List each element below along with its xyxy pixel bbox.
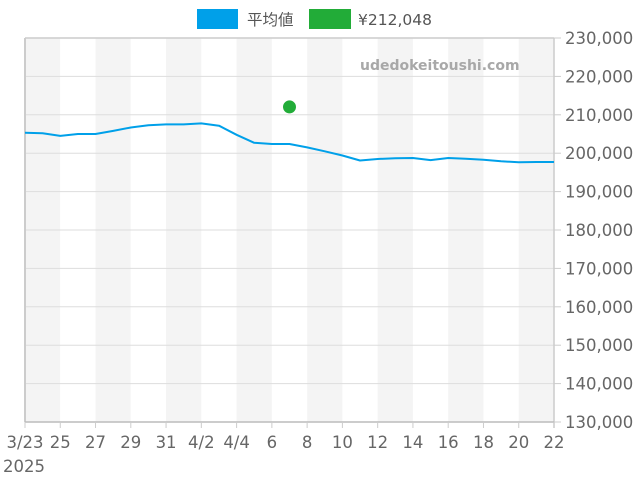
y-tick-label: 230,000 xyxy=(565,29,633,48)
series-layer xyxy=(24,100,554,164)
x-tick-label: 4/4 xyxy=(223,433,250,452)
x-year-label: 2025 xyxy=(3,457,45,476)
axes xyxy=(24,37,561,428)
x-tick-label: 27 xyxy=(85,433,106,452)
x-tick-label: 14 xyxy=(402,433,423,452)
x-tick-label: 22 xyxy=(544,433,565,452)
watermark: udedokeitoushi.com xyxy=(360,58,520,74)
x-tick-label: 18 xyxy=(473,433,494,452)
x-tick-label: 10 xyxy=(332,433,353,452)
x-tick-label: 25 xyxy=(50,433,71,452)
x-tick-label: 8 xyxy=(302,433,313,452)
y-tick-label: 190,000 xyxy=(565,183,633,202)
y-tick-label: 160,000 xyxy=(565,298,633,317)
y-tick-label: 150,000 xyxy=(565,336,633,355)
legend-swatch-price[interactable] xyxy=(309,9,351,29)
x-tick-label: 3/23 xyxy=(6,433,43,452)
y-tick-label: 210,000 xyxy=(565,106,633,125)
legend-label-average[interactable]: 平均値 xyxy=(247,11,294,29)
x-tick-label: 12 xyxy=(367,433,388,452)
x-tick-label: 16 xyxy=(438,433,459,452)
x-tick-label: 29 xyxy=(120,433,141,452)
x-tick-label: 4/2 xyxy=(188,433,215,452)
y-tick-label: 130,000 xyxy=(565,413,633,432)
legend-label-price[interactable]: ¥212,048 xyxy=(358,11,432,29)
x-tick-label: 6 xyxy=(267,433,278,452)
y-tick-label: 140,000 xyxy=(565,375,633,394)
x-tick-label: 31 xyxy=(156,433,177,452)
y-tick-label: 180,000 xyxy=(565,221,633,240)
current-price-point[interactable] xyxy=(283,100,296,114)
legend-swatch-average[interactable] xyxy=(197,9,238,29)
y-tick-label: 200,000 xyxy=(565,144,633,163)
average-price-line[interactable] xyxy=(24,122,554,164)
x-axis-labels: 3/23 25 27 29 31 4/2 4/4 6 8 10 12 14 16 18 20 22 2025 xyxy=(3,433,565,476)
y-tick-label: 220,000 xyxy=(565,67,633,86)
legend: 平均値 ¥212,048 xyxy=(197,9,432,29)
x-tick-label: 20 xyxy=(508,433,529,452)
y-tick-label: 170,000 xyxy=(565,259,633,278)
y-axis-labels: 130,000 140,000 150,000 160,000 170,000 180,0… xyxy=(565,29,633,432)
